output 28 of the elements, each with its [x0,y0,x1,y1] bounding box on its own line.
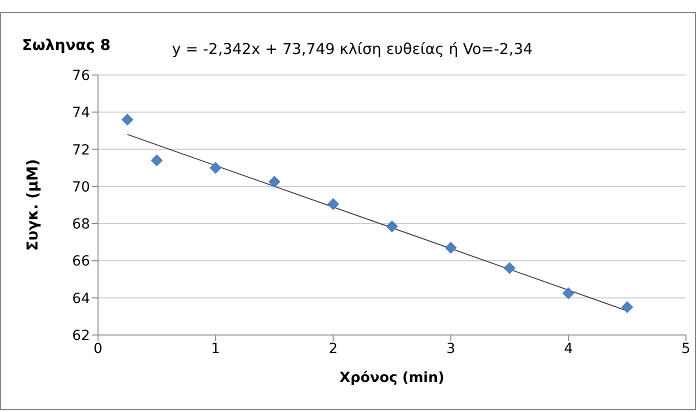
y-tick-label: 76 [72,68,90,84]
point [562,287,574,300]
point [210,162,222,174]
x-tick-label: 2 [328,340,338,357]
chart-title: Σωληνας 8 [22,36,111,54]
x-tick-label: 0 [94,340,102,357]
y-tick-label: 70 [72,179,90,196]
x-tick-label: 4 [564,340,573,357]
x-tick-label: 3 [446,340,456,357]
point [621,301,634,314]
y-tick-label: 64 [72,290,90,307]
y-tick-label: 74 [72,105,90,122]
point [327,198,340,210]
y-tick-label: 62 [72,328,90,344]
point [444,242,457,254]
y-tick-label: 68 [72,216,90,233]
x-tick-label: 5 [682,340,690,357]
point [386,220,398,232]
y-tick-label: 72 [72,142,90,158]
x-tick-label: 1 [211,340,220,357]
point [504,262,516,274]
x-axis-title: Χρόνος (min) [340,370,444,386]
point [150,154,163,166]
point [268,176,280,188]
text: y = -2,342x + 73,749 κλίση ευθείας ή Vo=-2,34 [172,40,533,58]
y-tick-label: 66 [72,254,90,270]
y-axis-title: Συγκ. (μM) [23,159,42,251]
point [121,114,134,126]
